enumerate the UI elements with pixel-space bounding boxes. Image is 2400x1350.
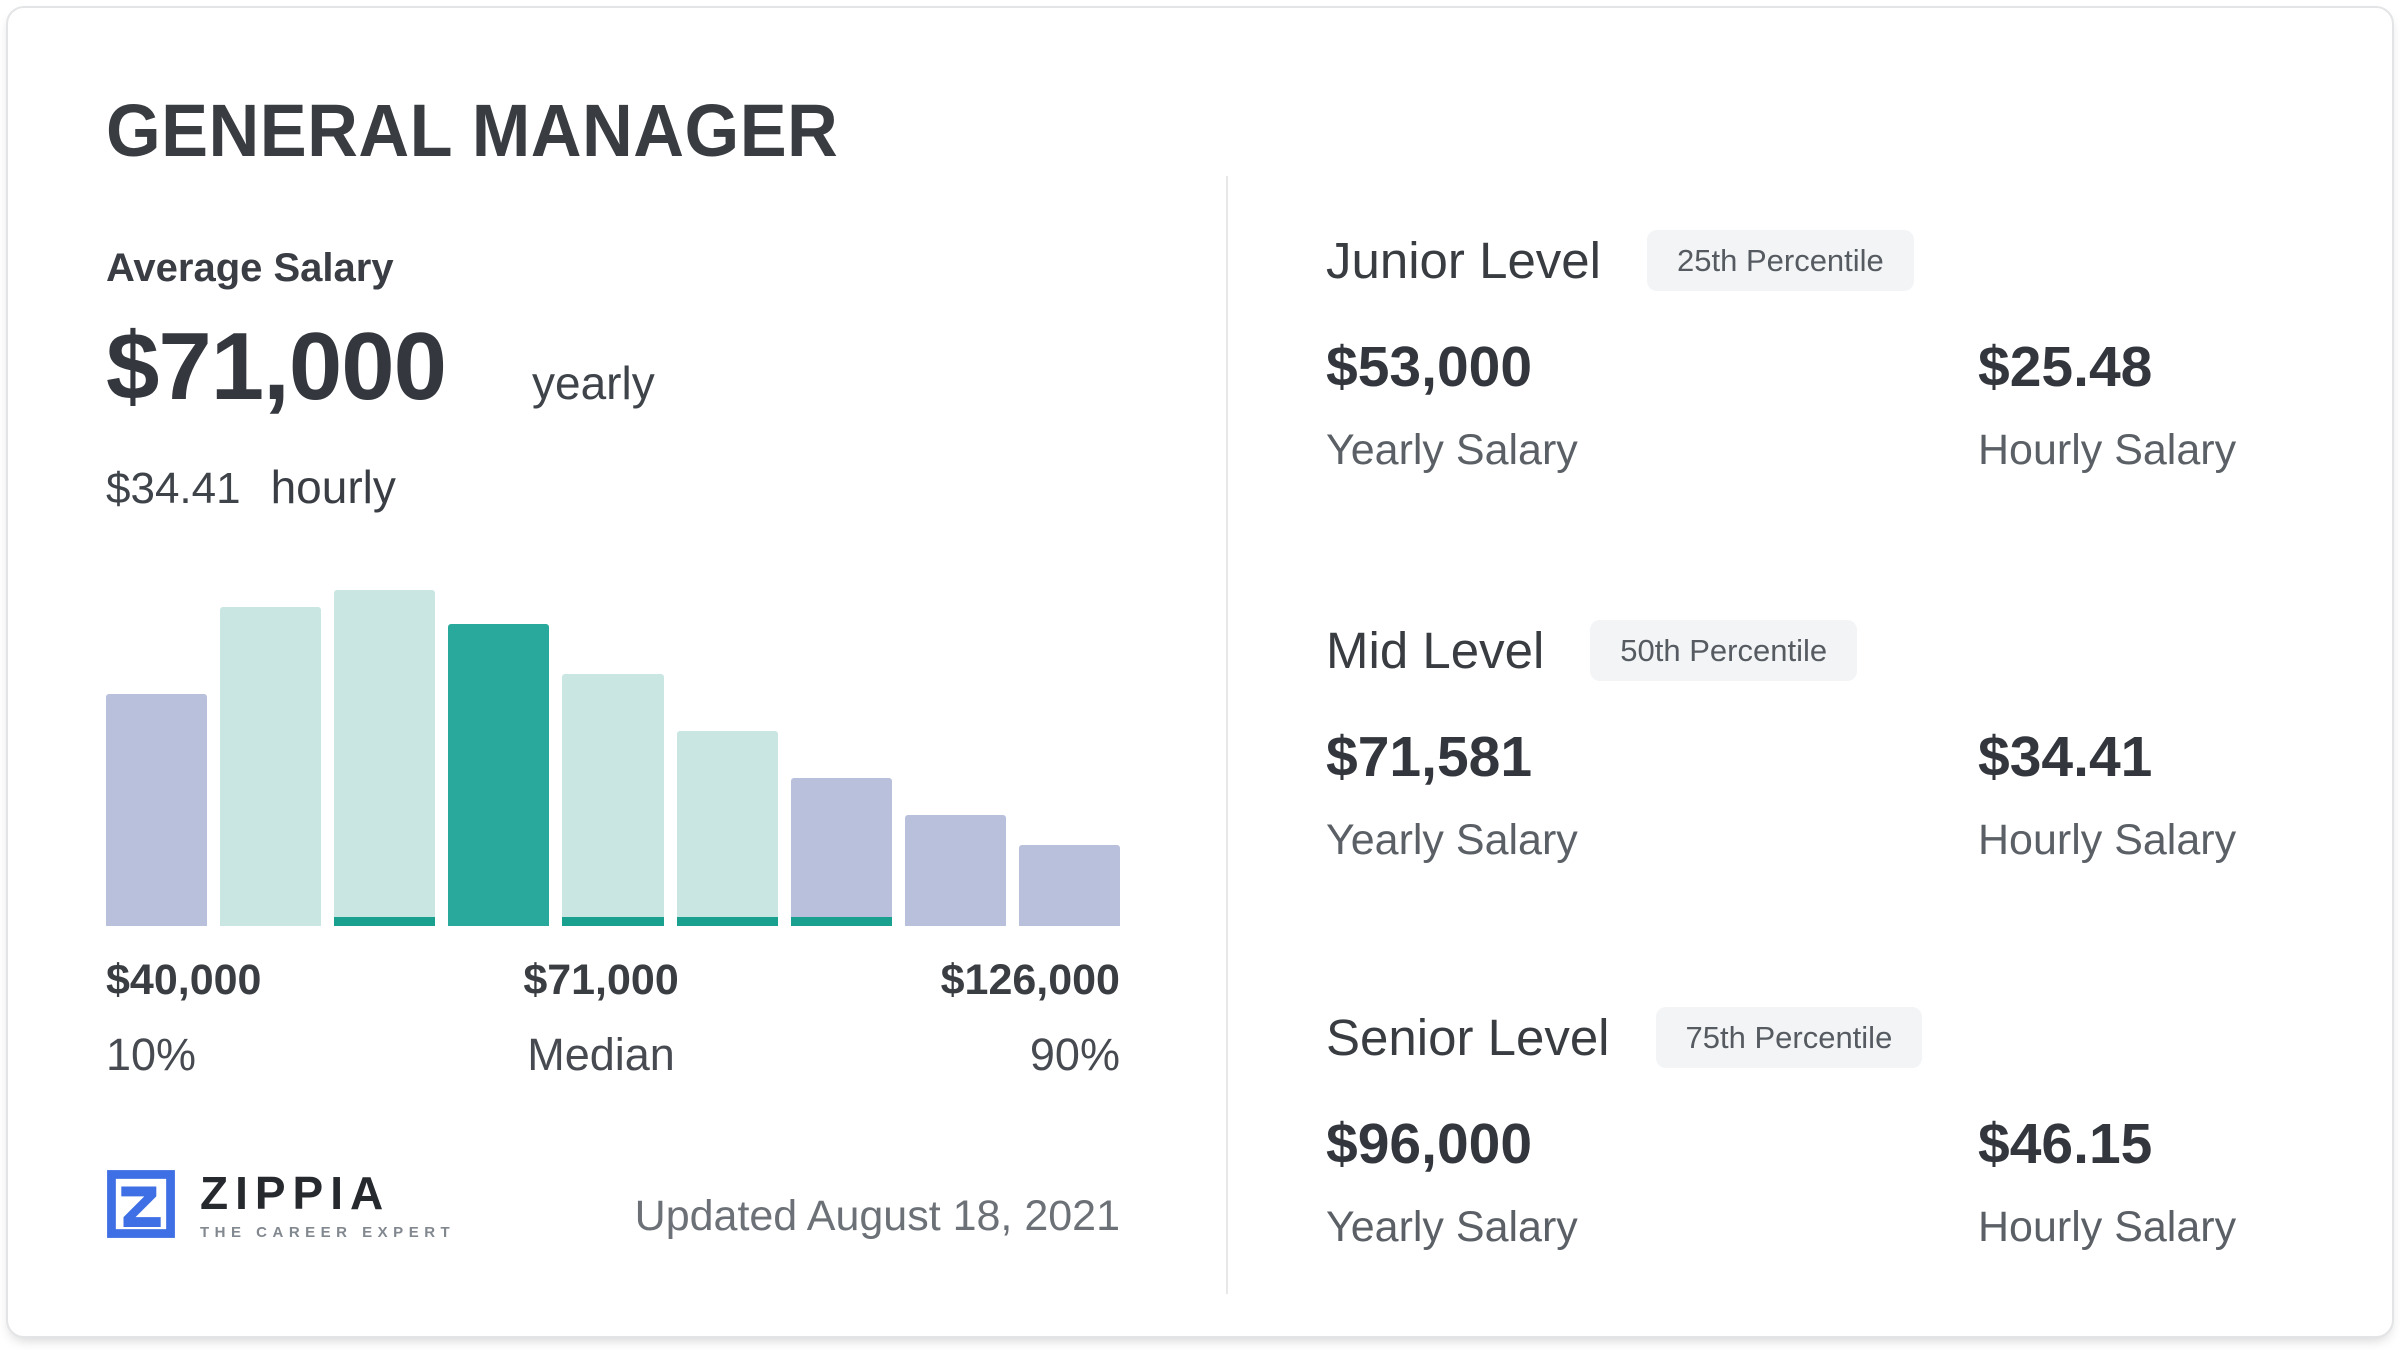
marker-90th-percentile: $126,000 90% [941,956,1120,1081]
average-yearly-value: $71,000 [106,313,447,420]
salary-histogram [106,590,1120,926]
level-heading: Senior Level 75th Percentile [1326,1007,2316,1068]
histogram-bar-underline [790,917,892,926]
histogram-bar-underline [334,917,436,926]
histogram-bar-underline [562,917,664,926]
salary-card: GENERAL MANAGER Average Salary $71,000 y… [6,6,2394,1338]
histogram-bar [904,815,1006,926]
average-hourly-value: $34.41 [106,464,241,513]
zippia-tagline: THE CAREER EXPERT [200,1223,456,1241]
average-yearly-row: $71,000 yearly [106,312,655,422]
histogram-bar [790,778,892,926]
vertical-divider [1226,176,1228,1294]
histogram-bar [334,590,436,926]
hourly-amount: $46.15 [1978,1112,2153,1176]
average-hourly-row: $34.41 hourly [106,460,396,514]
level-section-junior: Junior Level 25th Percentile $53,000 Yea… [1326,230,2316,540]
hourly-caption: Hourly Salary [1978,816,2237,864]
yearly-amount: $53,000 [1326,335,1533,399]
hourly-pay: $25.48 Hourly Salary [1978,334,2236,475]
yearly-amount: $96,000 [1326,1112,1533,1176]
marker-10th-percentile: $40,000 10% [106,956,261,1081]
zippia-logo: ZIPPIA THE CAREER EXPERT [106,1168,455,1241]
page-title: GENERAL MANAGER [106,89,839,172]
hourly-amount: $25.48 [1978,335,2153,399]
yearly-amount: $71,581 [1326,725,1533,789]
average-hourly-unit: hourly [270,461,396,513]
yearly-caption: Yearly Salary [1326,816,1578,864]
hourly-pay: $34.41 Hourly Salary [1978,724,2236,865]
marker-caption: 90% [1029,1029,1120,1080]
yearly-pay: $53,000 Yearly Salary [1326,334,1578,475]
percentile-badge: 50th Percentile [1590,620,1858,681]
yearly-pay: $71,581 Yearly Salary [1326,724,1578,865]
level-name: Junior Level [1326,232,1601,289]
average-yearly-unit: yearly [532,357,655,409]
level-heading: Mid Level 50th Percentile [1326,620,2316,681]
hourly-caption: Hourly Salary [1978,426,2237,474]
histogram-bar [220,606,322,926]
marker-caption: Median [527,1029,675,1080]
histogram-bar [448,623,550,926]
marker-value: $40,000 [106,956,262,1004]
marker-value: $126,000 [940,956,1120,1004]
marker-caption: 10% [106,1029,197,1080]
zippia-wordmark: ZIPPIA [200,1167,391,1219]
histogram-bar-underline [676,917,778,926]
hourly-pay: $46.15 Hourly Salary [1978,1111,2236,1252]
level-name: Mid Level [1326,622,1545,679]
average-salary-label: Average Salary [106,246,394,290]
zippia-logo-text: ZIPPIA THE CAREER EXPERT [200,1168,455,1241]
updated-date: Updated August 18, 2021 [634,1192,1120,1240]
marker-median: $71,000 Median [523,956,678,1081]
level-name: Senior Level [1326,1009,1610,1066]
marker-value: $71,000 [523,956,679,1004]
level-heading: Junior Level 25th Percentile [1326,230,2316,291]
level-section-senior: Senior Level 75th Percentile $96,000 Yea… [1326,1007,2316,1317]
histogram-bar [676,731,778,926]
level-section-mid: Mid Level 50th Percentile $71,581 Yearly… [1326,620,2316,930]
percentile-badge: 25th Percentile [1647,230,1914,291]
hourly-amount: $34.41 [1978,725,2153,789]
yearly-pay: $96,000 Yearly Salary [1326,1111,1578,1252]
histogram-axis-markers: $40,000 10% $71,000 Median $126,000 90% [106,956,1120,1081]
percentile-badge: 75th Percentile [1655,1007,1923,1068]
zippia-z-icon [107,1170,175,1239]
histogram-bar [1018,845,1120,926]
yearly-caption: Yearly Salary [1326,1203,1578,1251]
hourly-caption: Hourly Salary [1978,1203,2237,1251]
histogram-bar [106,694,208,926]
yearly-caption: Yearly Salary [1326,426,1578,474]
histogram-bar [562,674,664,926]
